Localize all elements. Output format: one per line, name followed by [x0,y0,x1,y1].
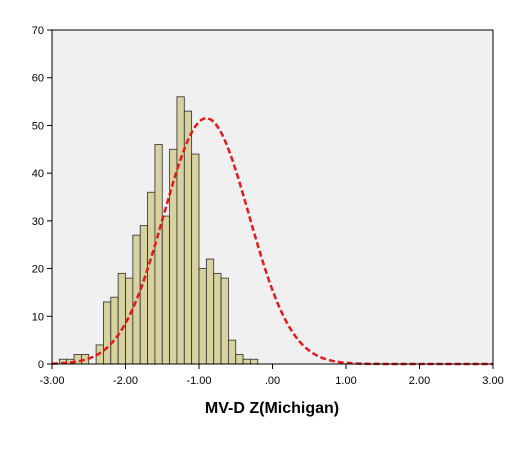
x-tick-label: -2.00 [113,375,138,387]
y-tick-label: 30 [32,216,44,228]
x-tick-label: -1.00 [186,375,211,387]
histogram-bar [103,301,112,365]
x-tick-label: 1.00 [335,375,356,387]
histogram-bar [132,234,141,365]
y-tick-label: 70 [32,25,44,37]
histogram-bar [147,191,156,365]
y-tick-label: 40 [32,168,44,180]
x-tick-label: 3.00 [482,375,503,387]
y-tick-label: 10 [32,311,44,323]
histogram-bar [198,268,207,365]
x-tick-label: .00 [265,375,280,387]
histogram-bar [176,96,185,365]
histogram-bar [117,272,126,365]
y-tick-label: 50 [32,120,44,132]
x-tick-label: 2.00 [409,375,430,387]
histogram-bar [235,354,244,365]
y-tick-label: 20 [32,264,44,276]
histogram-bar [213,272,222,365]
histogram-bar [227,339,237,365]
histogram-bar [154,144,163,365]
histogram-bar [242,358,251,365]
histogram-bar [110,296,119,365]
histogram-bar [220,277,229,365]
x-axis-label: MV-D Z(Michigan) [205,400,339,417]
histogram-bar [205,258,215,365]
histogram-bar [191,153,200,365]
histogram-bar [139,225,148,365]
y-tick-label: 60 [32,73,44,85]
x-tick-label: -3.00 [39,375,64,387]
y-tick-label: 0 [38,359,44,371]
histogram-bar [250,358,259,365]
histogram-bar [161,215,170,365]
